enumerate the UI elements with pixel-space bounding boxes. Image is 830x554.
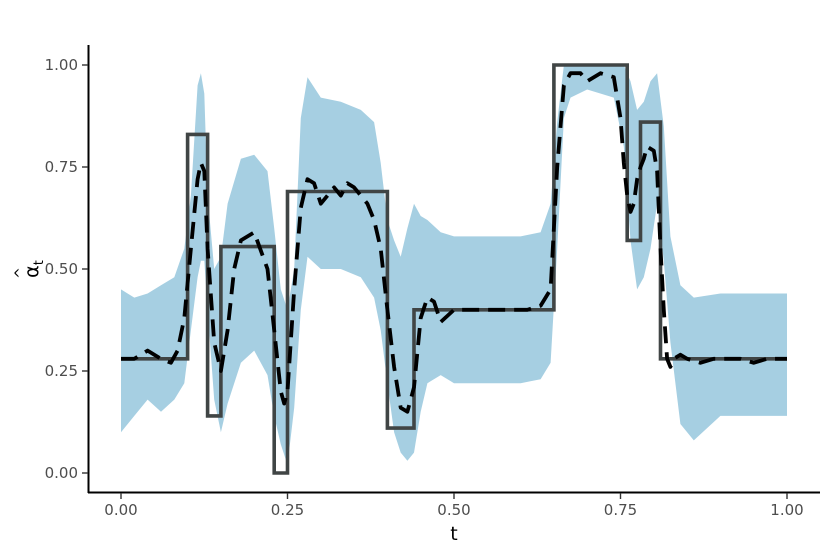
ticks: 0.00 0.25 0.50 0.75 1.00 0.00 0.25 0.50 0.75 1.00 bbox=[45, 56, 804, 519]
y-tick-label: 0.50 bbox=[45, 260, 78, 278]
x-tick-label: 0.00 bbox=[104, 501, 137, 519]
y-tick-label: 0.25 bbox=[45, 362, 78, 380]
y-axis-title-base: α bbox=[21, 265, 43, 278]
x-tick-label: 0.50 bbox=[437, 501, 470, 519]
estimate-dashed-line bbox=[121, 71, 787, 414]
y-axis-title-sub: t bbox=[32, 260, 47, 265]
y-tick-label: 1.00 bbox=[45, 56, 78, 74]
y-axis-title-hat: ^ bbox=[13, 267, 29, 279]
x-tick-label: 0.25 bbox=[271, 501, 304, 519]
estimate-dashed-layer bbox=[121, 71, 787, 414]
x-tick-label: 1.00 bbox=[770, 501, 803, 519]
svg-text:αt: αt bbox=[21, 260, 47, 278]
y-tick-label: 0.75 bbox=[45, 158, 78, 176]
x-axis-title: t bbox=[450, 523, 457, 545]
y-tick-label: 0.00 bbox=[45, 464, 78, 482]
y-axis-title: αt ^ bbox=[13, 260, 47, 279]
axes bbox=[87, 45, 820, 494]
x-tick-label: 0.75 bbox=[604, 501, 637, 519]
